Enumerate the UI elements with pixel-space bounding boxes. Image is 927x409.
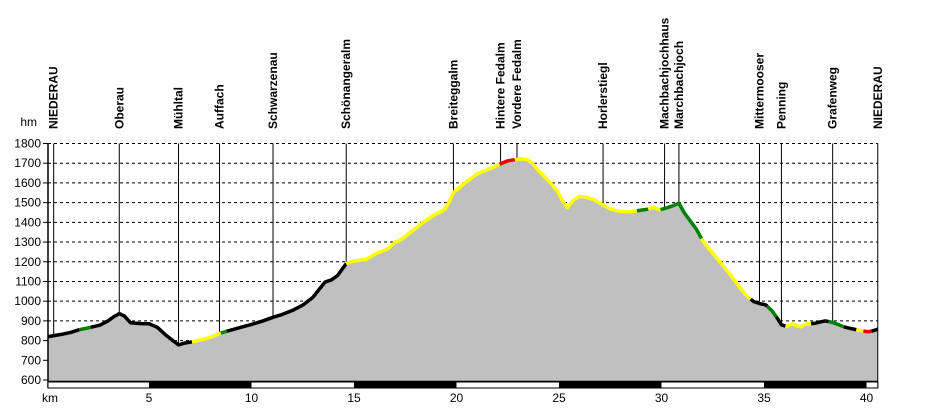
trail-segment-red (498, 157, 516, 166)
trail-segment-green (636, 207, 649, 213)
waypoint-label: Machbachjochhaus (658, 17, 672, 129)
trail-segment-yellow (345, 162, 501, 266)
x-axis-tick-label: 30 (655, 391, 669, 405)
y-axis-tick-label: 1000 (14, 294, 41, 308)
trail-segment-yellow (699, 237, 752, 301)
waypoint-label: Vordere Fedalm (510, 39, 524, 129)
trail-segment-green (765, 304, 778, 318)
waypoint-label: Penning (774, 82, 788, 129)
y-axis-tick-label: 1100 (15, 274, 41, 288)
y-axis-tick-label: 1500 (14, 196, 41, 210)
trail-segment-black (90, 311, 193, 347)
trail-segment-yellow (191, 331, 222, 344)
elevation-area-fill (48, 158, 878, 381)
x-axis-tick-label: 40 (860, 391, 874, 405)
waypoint-label: Mühltal (172, 87, 186, 129)
trail-segment-black (870, 327, 879, 333)
trail-segment-black (226, 262, 348, 333)
y-axis-tick-label: 1300 (14, 235, 41, 249)
y-axis-tick-label: 1400 (14, 215, 41, 229)
trail-segment-black (47, 328, 80, 339)
trail-segment-black (774, 315, 787, 328)
x-axis-unit-label: km (42, 391, 58, 405)
trail-segment-yellow (855, 327, 865, 333)
scale-bar-segment (354, 382, 457, 388)
y-axis-tick-label: 800 (21, 334, 41, 348)
trail-segment-black (843, 325, 857, 332)
scale-bar-segment (764, 382, 867, 388)
scale-bar-segment (149, 382, 252, 388)
waypoint-label: Schönangeralm (339, 39, 353, 129)
trail-segment-green (78, 325, 92, 332)
trail-segment-yellow (647, 205, 662, 212)
waypoint-label: NIEDERAU (47, 66, 61, 129)
y-axis-tick-label: 1700 (14, 156, 41, 170)
area-fill-group (48, 158, 878, 381)
waypoint-label: Auffach (213, 84, 227, 129)
x-axis-tick-label: 15 (347, 391, 361, 405)
trail-segment-green (828, 319, 845, 329)
distance-bar-group (47, 381, 879, 389)
trail-segment-green (660, 201, 704, 240)
waypoint-label: Grafenweg (826, 67, 840, 129)
x-axis-tick-label: 20 (450, 391, 464, 405)
trail-segment-black (749, 297, 769, 308)
distance-scale-bar (47, 381, 879, 389)
x-axis-tick-label: 25 (552, 391, 566, 405)
waypoint-label: Marchbachjoch (672, 41, 686, 129)
waypoint-lines-group (53, 143, 879, 345)
scale-bar-segment (559, 382, 662, 388)
y-axis-tick-label: 1600 (14, 176, 41, 190)
y-axis-tick-label: 1200 (14, 255, 41, 269)
y-axis-tick-label: 1800 (14, 137, 41, 151)
trail-segment-yellow (784, 321, 812, 329)
labels-group: hm km NIEDERAU Oberau Mühltal Auffach Schwar… (14, 17, 885, 405)
waypoint-label: Schwarzenau (266, 52, 280, 129)
x-axis-tick-label: 5 (146, 391, 153, 405)
waypoint-label: Oberau (112, 87, 126, 129)
waypoint-label: Breiteggalm (446, 60, 460, 129)
y-axis-tick-label: 600 (21, 373, 41, 387)
trail-segments-group (47, 157, 879, 347)
x-axis-tick-label: 10 (245, 391, 259, 405)
y-axis-tick-label: 700 (21, 353, 41, 367)
trail-segment-yellow (514, 157, 638, 214)
y-axis-unit-label: hm (20, 115, 37, 129)
trail-segment-red (863, 329, 872, 334)
trail-segment-green (220, 329, 228, 335)
y-axis-tick-label: 900 (21, 314, 41, 328)
x-axis-tick-label: 35 (757, 391, 771, 405)
waypoint-label: Horlerstiegl (596, 62, 610, 129)
waypoint-label: Mittermooser (753, 53, 767, 129)
trail-segment-black (810, 319, 829, 326)
waypoint-label: Hintere Fedalm (494, 42, 508, 129)
waypoint-label: NIEDERAU (871, 66, 885, 129)
